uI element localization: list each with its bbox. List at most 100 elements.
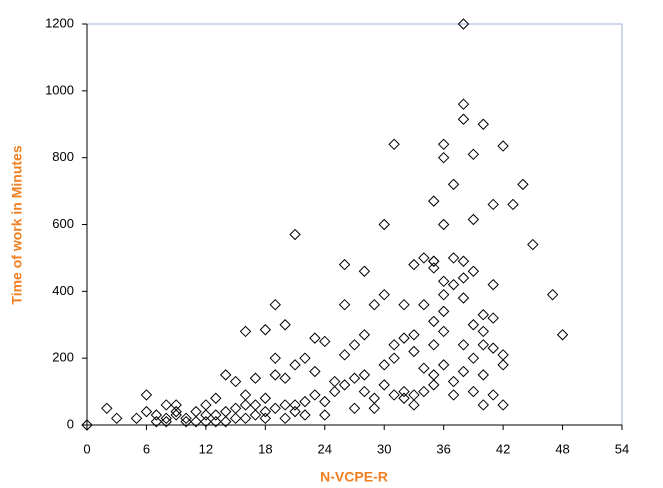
point: [368, 392, 381, 404]
point: [81, 419, 93, 431]
y-tick-label: 600: [52, 216, 74, 231]
point: [358, 385, 371, 398]
point: [279, 399, 291, 411]
point: [269, 369, 281, 381]
point: [289, 359, 301, 371]
point: [477, 118, 490, 130]
point: [428, 379, 440, 391]
point: [338, 379, 351, 391]
point: [477, 309, 490, 321]
point: [229, 402, 242, 414]
point: [269, 402, 281, 414]
point: [299, 352, 311, 364]
point: [457, 18, 470, 30]
point: [467, 265, 480, 277]
point: [497, 359, 509, 371]
point: [358, 369, 371, 381]
point: [358, 265, 371, 277]
point: [447, 389, 460, 401]
point: [249, 372, 262, 384]
point: [378, 218, 390, 231]
point: [200, 415, 212, 428]
point: [309, 332, 321, 344]
point: [437, 325, 450, 338]
point: [190, 415, 202, 428]
point: [437, 275, 450, 288]
point: [437, 288, 450, 301]
point: [527, 238, 539, 251]
point: [467, 352, 480, 364]
point: [338, 349, 351, 361]
point: [556, 329, 569, 341]
point: [368, 298, 381, 311]
y-tick-label: 1000: [45, 82, 74, 97]
point: [259, 324, 272, 336]
point: [428, 315, 440, 328]
point: [487, 198, 499, 211]
point: [338, 258, 351, 271]
point: [378, 379, 390, 391]
point: [487, 389, 499, 401]
point: [477, 339, 490, 351]
point: [140, 405, 153, 418]
point: [348, 402, 361, 414]
point: [160, 415, 172, 428]
point: [418, 362, 430, 374]
point: [328, 385, 341, 398]
point: [239, 389, 252, 401]
point: [299, 395, 311, 408]
point: [398, 332, 410, 344]
point: [388, 352, 400, 364]
y-tick-label: 1200: [45, 15, 74, 30]
point: [477, 369, 490, 381]
point: [210, 409, 222, 421]
point: [190, 405, 202, 418]
point: [447, 278, 460, 291]
point: [348, 339, 361, 351]
point: [130, 412, 143, 425]
point: [328, 375, 341, 388]
point: [319, 335, 331, 348]
point: [239, 412, 252, 425]
y-axis-title: Time of work in Minutes: [9, 145, 25, 304]
point: [219, 415, 232, 428]
point: [378, 359, 390, 371]
point: [259, 412, 272, 425]
point: [200, 409, 212, 421]
point: [368, 402, 381, 414]
x-tick-label: 42: [496, 441, 510, 456]
point: [150, 409, 163, 421]
point: [210, 415, 222, 428]
point: [497, 399, 509, 411]
point: [437, 138, 450, 151]
point: [457, 255, 470, 267]
point: [398, 385, 410, 398]
point: [497, 349, 509, 361]
point: [160, 412, 172, 425]
point: [279, 319, 291, 331]
point: [418, 298, 430, 311]
point: [507, 198, 519, 211]
point: [279, 372, 291, 384]
point: [428, 369, 440, 381]
point: [437, 359, 450, 371]
point: [467, 213, 480, 226]
point: [319, 409, 331, 421]
x-tick-label: 36: [436, 441, 450, 456]
point: [398, 392, 410, 404]
point: [477, 399, 490, 411]
point: [408, 399, 420, 411]
point: [229, 375, 242, 388]
point: [487, 312, 499, 324]
point: [259, 405, 272, 418]
point: [210, 392, 222, 404]
point: [477, 325, 490, 338]
x-tick-label: 0: [83, 441, 90, 456]
point: [378, 288, 390, 301]
x-axis-title: N-VCPE-R: [320, 469, 388, 485]
plot-area: [86, 23, 623, 426]
point: [428, 255, 440, 267]
point: [219, 369, 232, 381]
point: [319, 395, 331, 408]
